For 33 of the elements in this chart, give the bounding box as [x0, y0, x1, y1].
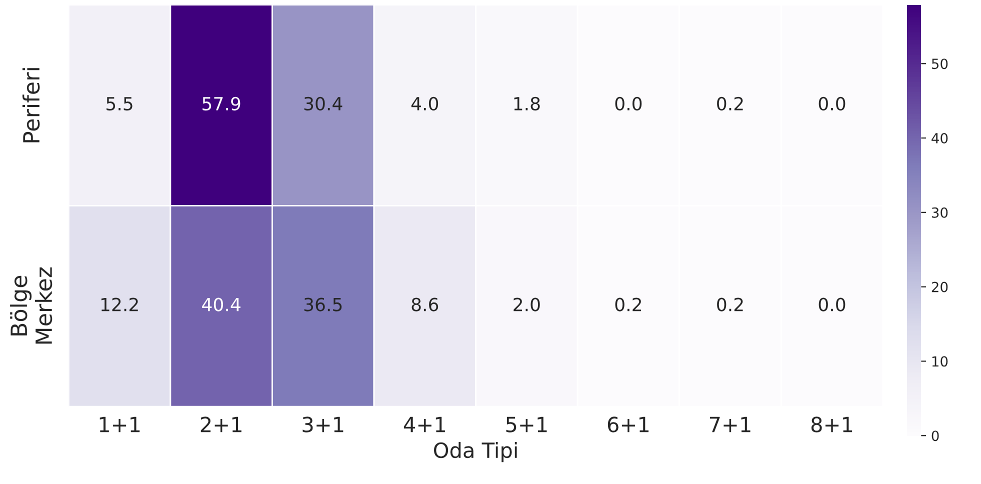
- x-tick-label: 2+1: [200, 416, 242, 432]
- data-label: 4.0: [411, 96, 438, 111]
- data-label: 0.0: [818, 96, 846, 111]
- color-bar-label: 20: [932, 282, 948, 292]
- color-bar-label: 0: [932, 430, 939, 442]
- x-tick-label: 5+1: [506, 416, 547, 432]
- data-label: 36.5: [304, 298, 342, 312]
- x-axis-title: Oda Tipi: [434, 442, 517, 462]
- color-bar-label: 40: [932, 132, 948, 144]
- data-label: 12.2: [101, 298, 138, 312]
- y-tick-label: Bölge Merkez: [10, 267, 52, 344]
- data-label: 0.2: [717, 96, 743, 111]
- x-tick-label: 6+1: [608, 416, 649, 432]
- data-label: 0.2: [717, 298, 743, 312]
- data-label: 57.9: [202, 96, 240, 111]
- y-tick-label: Periferi: [22, 68, 40, 142]
- color-bar-label: 30: [932, 207, 948, 218]
- data-label: 0.0: [818, 298, 846, 312]
- data-label: 1.8: [514, 96, 540, 111]
- data-label: 5.5: [106, 97, 132, 111]
- data-label: 30.4: [304, 96, 342, 111]
- data-label: 0.0: [615, 96, 642, 111]
- x-tick-label: 1+1: [100, 416, 140, 432]
- data-label: 40.4: [202, 298, 240, 312]
- data-label: 8.6: [412, 298, 438, 312]
- color-bar-label: 10: [932, 356, 948, 367]
- x-tick-label: 3+1: [302, 416, 344, 432]
- data-label: 2.0: [514, 298, 540, 312]
- color-bar-label: 50: [932, 58, 948, 70]
- data-label: 0.2: [615, 298, 641, 312]
- x-tick-label: 4+1: [404, 416, 445, 432]
- x-tick-label: 8+1: [811, 416, 852, 432]
- x-tick-label: 7+1: [710, 416, 750, 432]
